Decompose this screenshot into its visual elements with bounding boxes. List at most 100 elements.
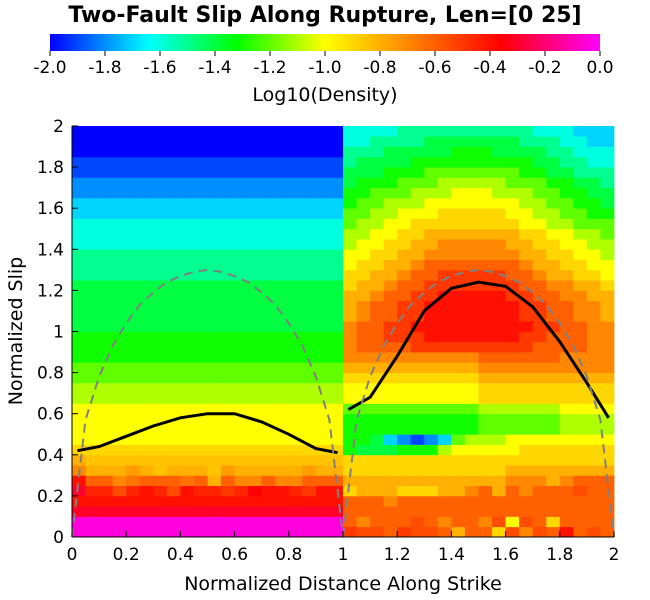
heatmap-cell bbox=[478, 239, 493, 250]
heatmap-cell bbox=[234, 423, 249, 435]
heatmap-cell bbox=[234, 362, 249, 373]
heatmap-cell bbox=[410, 156, 425, 168]
heatmap-cell bbox=[221, 444, 235, 456]
heatmap-cell bbox=[221, 310, 235, 322]
heatmap-cell bbox=[180, 454, 195, 466]
heatmap-cell bbox=[424, 403, 439, 415]
heatmap-cell bbox=[383, 228, 398, 240]
heatmap-cell bbox=[492, 393, 506, 404]
heatmap-cell bbox=[72, 300, 86, 312]
heatmap-cell bbox=[356, 310, 371, 322]
heatmap-cell bbox=[397, 362, 412, 373]
heatmap-cell bbox=[586, 290, 601, 302]
heatmap-cell bbox=[248, 516, 263, 528]
heatmap-cell bbox=[546, 454, 561, 466]
heatmap-cell bbox=[193, 218, 208, 230]
heatmap-cell bbox=[99, 269, 114, 281]
heatmap-cell bbox=[573, 136, 588, 147]
heatmap-cell bbox=[153, 146, 168, 158]
heatmap-cell bbox=[478, 197, 493, 209]
heatmap-cell bbox=[329, 126, 344, 137]
heatmap-cell bbox=[532, 249, 547, 260]
heatmap-cell bbox=[573, 321, 588, 332]
heatmap-cell bbox=[72, 331, 86, 343]
heatmap-cell bbox=[126, 239, 141, 250]
y-tick-label: 1.6 bbox=[37, 199, 64, 219]
heatmap-cell bbox=[85, 352, 100, 363]
heatmap-cell bbox=[248, 321, 263, 332]
heatmap-cell bbox=[586, 341, 601, 353]
heatmap-cell bbox=[153, 403, 168, 415]
heatmap-cell bbox=[451, 156, 466, 168]
heatmap-cell bbox=[464, 218, 479, 230]
heatmap-cell bbox=[315, 197, 330, 209]
heatmap-cell bbox=[451, 352, 466, 363]
heatmap-cell bbox=[221, 290, 235, 302]
heatmap-cell bbox=[343, 310, 357, 322]
heatmap-cell bbox=[437, 259, 452, 271]
heatmap-cell bbox=[288, 362, 303, 373]
heatmap-cell bbox=[478, 444, 493, 456]
heatmap-cell bbox=[519, 167, 534, 178]
heatmap-cell bbox=[329, 434, 344, 445]
heatmap-cell bbox=[519, 423, 534, 435]
heatmap-cell bbox=[546, 136, 561, 147]
heatmap-cell bbox=[424, 454, 439, 466]
heatmap-cell bbox=[85, 228, 100, 240]
heatmap-cell bbox=[72, 393, 86, 404]
heatmap-cell bbox=[505, 465, 520, 476]
heatmap-cell bbox=[451, 269, 466, 281]
heatmap-cell bbox=[112, 331, 127, 343]
heatmap-cell bbox=[356, 167, 371, 178]
heatmap-cell bbox=[139, 341, 154, 353]
heatmap-cell bbox=[139, 403, 154, 415]
heatmap-cell bbox=[153, 280, 168, 291]
heatmap-cell bbox=[370, 310, 385, 322]
heatmap-cell bbox=[126, 485, 141, 497]
heatmap-cell bbox=[478, 146, 493, 158]
heatmap-cell bbox=[410, 331, 425, 343]
heatmap-cell bbox=[180, 167, 195, 178]
heatmap-cell bbox=[505, 300, 520, 312]
heatmap-cell bbox=[207, 177, 222, 189]
heatmap-cell bbox=[559, 208, 574, 219]
heatmap-cell bbox=[410, 197, 425, 209]
heatmap-cell bbox=[248, 485, 263, 497]
heatmap-cell bbox=[275, 475, 290, 487]
heatmap-cell bbox=[221, 156, 235, 168]
heatmap-cell bbox=[261, 310, 276, 322]
heatmap-cell bbox=[221, 516, 235, 528]
heatmap-cell bbox=[275, 310, 290, 322]
heatmap-cell bbox=[193, 403, 208, 415]
heatmap-cell bbox=[600, 362, 615, 373]
dashed-envelope-line bbox=[342, 268, 615, 538]
heatmap-cell bbox=[248, 228, 263, 240]
heatmap-cell bbox=[193, 465, 208, 476]
heatmap-cell bbox=[410, 290, 425, 302]
plot-area bbox=[71, 126, 615, 538]
heatmap-cell bbox=[234, 249, 249, 260]
heatmap-cell bbox=[451, 434, 466, 445]
heatmap-cell bbox=[437, 434, 452, 445]
heatmap-cell bbox=[437, 321, 452, 332]
heatmap-cell bbox=[99, 495, 114, 507]
heatmap-cell bbox=[112, 156, 127, 168]
heatmap-cell bbox=[112, 280, 127, 291]
heatmap-cell bbox=[248, 290, 263, 302]
heatmap-cell bbox=[261, 259, 276, 271]
heatmap-cell bbox=[112, 197, 127, 209]
heatmap-cell bbox=[275, 177, 290, 189]
heatmap-cell bbox=[546, 495, 561, 507]
heatmap-cell bbox=[451, 208, 466, 219]
heatmap-cell bbox=[519, 290, 534, 302]
colorbar-tick-label: -0.8 bbox=[363, 58, 396, 78]
heatmap-cell bbox=[99, 434, 114, 445]
heatmap-cell bbox=[180, 475, 195, 487]
heatmap-cell bbox=[424, 331, 439, 343]
heatmap-cell bbox=[221, 280, 235, 291]
heatmap-cell bbox=[234, 331, 249, 343]
heatmap-cell bbox=[329, 382, 344, 394]
heatmap-cell bbox=[139, 372, 154, 384]
heatmap-cell bbox=[221, 393, 235, 404]
heatmap-cell bbox=[234, 454, 249, 466]
